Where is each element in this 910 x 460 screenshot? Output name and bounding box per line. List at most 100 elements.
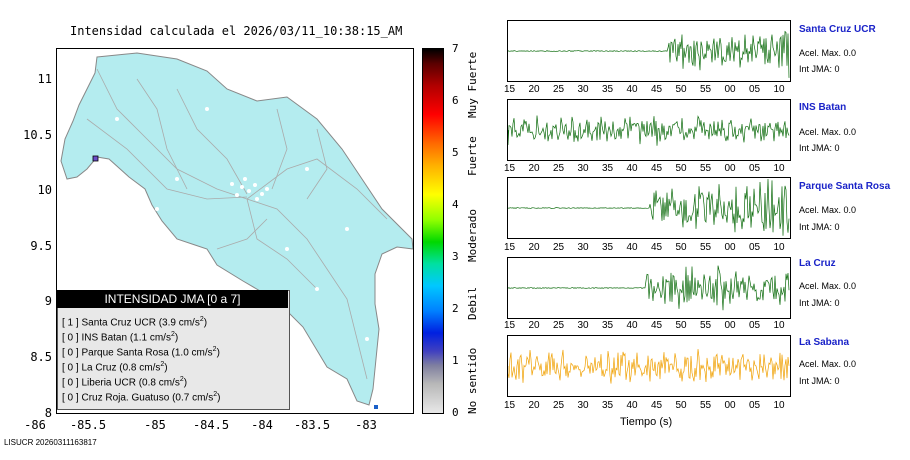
waveform-trace (508, 115, 790, 146)
time-tick: 15 (504, 320, 516, 331)
x-tick: -84 (251, 418, 273, 432)
time-tick: 15 (504, 84, 516, 95)
colorbar-label: Fuerte (466, 136, 479, 176)
x-tick: -83.5 (293, 418, 331, 432)
station-name: La Sabana (799, 337, 850, 348)
station-name: La Cruz (799, 258, 836, 269)
waveform-line (508, 178, 790, 236)
time-tick: 00 (724, 400, 736, 411)
colorbar-number: 0 (452, 406, 459, 419)
legend-row: [ 0 ] Liberia UCR (0.8 cm/s2) (62, 376, 188, 389)
time-tick: 50 (675, 400, 687, 411)
waveform-line (508, 115, 790, 146)
station-intensity: Int JMA: 0 (799, 298, 840, 308)
legend-row: [ 0 ] La Cruz (0.8 cm/s2) (62, 361, 168, 374)
waveform-panel (507, 257, 791, 319)
y-tick: 9 (44, 294, 52, 308)
time-tick: 05 (749, 400, 761, 411)
x-tick: -85 (144, 418, 166, 432)
time-tick: 00 (724, 320, 736, 331)
station-dots (115, 107, 369, 341)
y-tick: 8.5 (30, 350, 52, 364)
legend-row: [ 0 ] Cruz Roja. Guatuso (0.7 cm/s2) (62, 391, 221, 404)
y-tick: 10.5 (23, 128, 52, 142)
time-tick: 55 (700, 242, 712, 253)
time-tick: 00 (724, 163, 736, 174)
time-tick: 15 (504, 400, 516, 411)
costa-rica-map-svg (60, 52, 413, 409)
station-name: Santa Cruz UCR (799, 24, 876, 35)
colorbar-number: 1 (452, 354, 459, 367)
legend-row: [ 1 ] Santa Cruz UCR (3.9 cm/s2) (62, 316, 208, 329)
time-tick: 45 (651, 400, 663, 411)
colorbar-number: 3 (452, 250, 459, 263)
time-tick: 20 (528, 163, 540, 174)
time-tick: 45 (651, 84, 663, 95)
time-tick: 45 (651, 242, 663, 253)
time-tick: 30 (577, 400, 589, 411)
waveform-panel (507, 20, 791, 82)
x-tick: -84.5 (192, 418, 230, 432)
time-tick: 30 (577, 84, 589, 95)
x-tick: -85.5 (69, 418, 107, 432)
y-tick: 11 (37, 72, 52, 86)
time-tick: 55 (700, 320, 712, 331)
colorbar-label: Muy Fuerte (466, 51, 479, 118)
waveform-trace (508, 30, 790, 78)
intensity-legend (57, 290, 290, 410)
waveform-panel (507, 335, 791, 397)
time-tick: 35 (602, 163, 614, 174)
time-tick: 10 (773, 84, 785, 95)
colorbar-number: 4 (452, 198, 459, 211)
station-intensity: Int JMA: 0 (799, 376, 840, 386)
time-tick: 20 (528, 400, 540, 411)
colorbar-number: 7 (452, 42, 459, 55)
colorbar-number: 6 (452, 94, 459, 107)
time-tick: 40 (626, 400, 638, 411)
time-tick: 00 (724, 242, 736, 253)
time-tick: 35 (602, 400, 614, 411)
waveform-panel (507, 177, 791, 239)
time-tick: 10 (773, 400, 785, 411)
station-accel: Acel. Max. 0.0 (799, 359, 857, 369)
time-tick: 15 (504, 163, 516, 174)
colorbar-label: Moderado (466, 209, 479, 262)
footer-id: LISUCR 20260311163817 (4, 438, 97, 447)
event-marker (92, 155, 99, 162)
station-accel: Acel. Max. 0.0 (799, 205, 857, 215)
time-tick: 30 (577, 242, 589, 253)
waveform-line (508, 265, 790, 311)
time-tick: 40 (626, 84, 638, 95)
station-accel: Acel. Max. 0.0 (799, 48, 857, 58)
time-tick: 10 (773, 320, 785, 331)
colorbar-number: 2 (452, 302, 459, 315)
time-tick: 35 (602, 242, 614, 253)
y-tick: 8 (44, 406, 52, 420)
time-tick: 45 (651, 163, 663, 174)
colorbar-label: Debil (466, 286, 479, 320)
time-tick: 25 (553, 163, 565, 174)
time-tick: 45 (651, 320, 663, 331)
time-tick: 20 (528, 242, 540, 253)
time-tick: 30 (577, 320, 589, 331)
time-tick: 15 (504, 242, 516, 253)
time-tick: 55 (700, 84, 712, 95)
time-tick: 25 (553, 400, 565, 411)
time-tick: 40 (626, 320, 638, 331)
x-tick: -86 (24, 418, 46, 432)
station-intensity: Int JMA: 0 (799, 222, 840, 232)
y-tick: 9.5 (30, 239, 52, 253)
station-name: Parque Santa Rosa (799, 181, 891, 192)
colorbar-number: 5 (452, 146, 459, 159)
time-tick: 50 (675, 163, 687, 174)
waveform-trace (508, 178, 790, 236)
waveform-panel (507, 99, 791, 161)
time-tick: 05 (749, 163, 761, 174)
time-tick: 05 (749, 320, 761, 331)
station-marker-south (374, 405, 378, 409)
time-tick: 55 (700, 163, 712, 174)
time-tick: 25 (553, 84, 565, 95)
station-intensity: Int JMA: 0 (799, 64, 840, 74)
time-tick: 25 (553, 320, 565, 331)
time-tick: 35 (602, 84, 614, 95)
